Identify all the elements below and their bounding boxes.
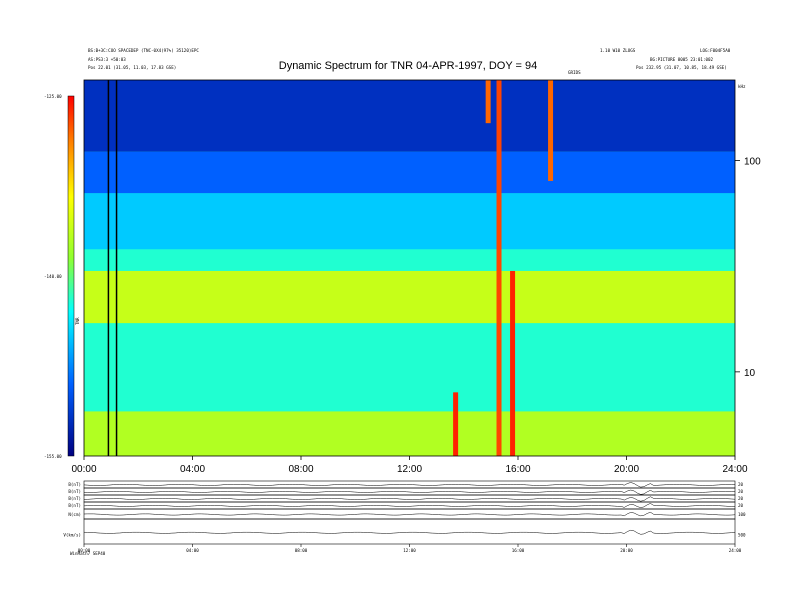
bottom-row-trace-2 [83, 496, 736, 502]
bottom-row-trace-1 [84, 489, 736, 495]
bottom-row-label-0: B(nT) [68, 482, 81, 487]
bottom-x-tick-label-5: 20:00 [620, 548, 633, 553]
x-tick-label-1: 04:00 [180, 464, 205, 475]
bottom-row-right-0: 20 [738, 482, 744, 487]
bottom-panel: B(nT) 20 B(nT) 20 B(nT) 20 B(nT) 20 N(cm) 100 V(km… [63, 480, 746, 553]
header-right-line3: BG:PICTURE 8005 23:01:002 [650, 57, 714, 62]
bottom-row-trace-3 [83, 503, 735, 508]
burst-2 [510, 270, 516, 456]
bottom-row-frame-3 [83, 501, 736, 510]
bottom-row-right-3: 20 [738, 503, 744, 508]
bottom-row-trace-5 [83, 529, 736, 535]
header-right-line2: LOG:F004F5A0 [700, 48, 731, 53]
x-tick-label-4: 16:00 [505, 464, 530, 475]
bottom-row-label-3: B(nT) [68, 503, 81, 508]
bottom-row-frame-4 [83, 508, 736, 520]
colorbar-tick-top: -125.00 [44, 94, 62, 99]
x-tick-label-0: 00:00 [71, 464, 96, 475]
bottom-x-tick-label-1: 04:00 [186, 548, 199, 553]
x-tick-label-3: 12:00 [397, 464, 422, 475]
bottom-row-right-4: 100 [738, 512, 746, 517]
bottom-row-trace-4 [83, 511, 736, 517]
bottom-row-right-1: 20 [738, 489, 744, 494]
burst-0 [453, 392, 459, 456]
y-tick-label-0: 100 [744, 156, 761, 167]
units-label: kHz [738, 84, 746, 89]
burst-3 [548, 80, 554, 181]
bottom-x-tick-label-3: 12:00 [403, 548, 416, 553]
bottom-row-label-1: B(nT) [68, 489, 81, 494]
bottom-row-trace-0 [83, 482, 735, 488]
bottom-x-tick-label-0: 00:00 [78, 548, 91, 553]
y-axis: 100 10 [735, 156, 761, 379]
header-left-line3: Pos 22.01 (31.05, 11.03, 17.83 GSE) [88, 65, 176, 70]
bottom-row-frame-5 [83, 518, 736, 545]
layer-low_freq_band [84, 411, 735, 456]
layer-light_blue_band [84, 151, 735, 194]
bottom-row-label-4: N(cm) [68, 512, 81, 517]
bottom-row-label-2: B(nT) [68, 496, 81, 501]
bottom-row-right-2: 20 [738, 496, 744, 501]
bottom-row-label-5: V(km/s) [63, 533, 81, 538]
bottom-x-tick-label-6: 24:00 [729, 548, 742, 553]
header-center-small: GRIDS [568, 70, 581, 75]
layer-dark_blue_band [84, 80, 735, 152]
y-tick-label-1: 10 [744, 368, 756, 379]
burst-4 [485, 80, 491, 124]
spectrum-plot [84, 80, 735, 456]
x-axis: 00:00 04:00 08:00 12:00 16:00 20:00 24:00 [71, 456, 748, 475]
colorbar [67, 95, 75, 457]
header-right-line4: Pos 232.95 (31.07, 10.85, 18.49 GSE) [636, 65, 727, 70]
layer-cyan_band [84, 193, 735, 250]
bottom-x-tick-label-4: 16:00 [512, 548, 525, 553]
bottom-row-right-5: 500 [738, 533, 746, 538]
x-tick-label-6: 24:00 [722, 464, 747, 475]
colorbar-tick-mid: -140.00 [44, 274, 62, 279]
x-tick-label-2: 08:00 [288, 464, 313, 475]
bottom-row-frame-2 [83, 494, 736, 503]
layer-upper_yellow_band [84, 270, 735, 324]
x-tick-label-5: 20:00 [614, 464, 639, 475]
header-left-line1: BS:B+3C:COO SPACEDEP (TNC-0X4(97%) 35120… [88, 48, 199, 53]
colorbar-label: TNR [75, 317, 80, 325]
bottom-x-tick-label-2: 08:00 [295, 548, 308, 553]
chart-title: Dynamic Spectrum for TNR 04-APR-1997, DO… [279, 60, 538, 72]
colorbar-tick-bottom: -155.00 [44, 454, 62, 459]
footer-text: WinMath7 SEP40 [70, 551, 106, 556]
burst-1 [496, 80, 502, 456]
header-right-line1: 1.10 W10 ZLOGS [600, 48, 636, 53]
header-left-line2: AS:PS3:3 +50:03 [88, 57, 126, 62]
